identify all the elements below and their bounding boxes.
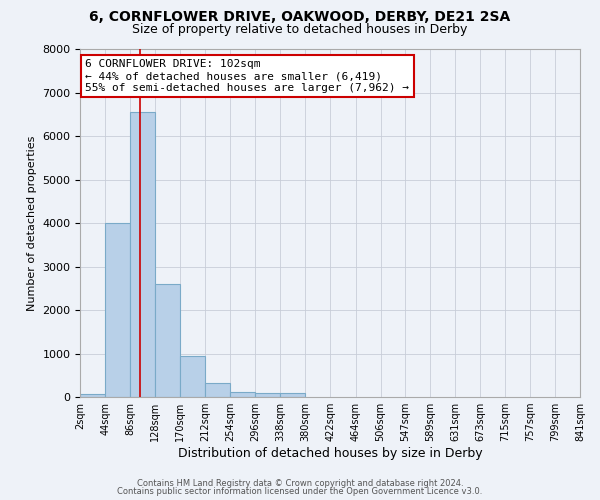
Text: 6, CORNFLOWER DRIVE, OAKWOOD, DERBY, DE21 2SA: 6, CORNFLOWER DRIVE, OAKWOOD, DERBY, DE2…	[89, 10, 511, 24]
Text: Contains public sector information licensed under the Open Government Licence v3: Contains public sector information licen…	[118, 487, 482, 496]
Bar	[155, 284, 181, 397]
Y-axis label: Number of detached properties: Number of detached properties	[27, 136, 37, 310]
Text: 6 CORNFLOWER DRIVE: 102sqm
← 44% of detached houses are smaller (6,419)
55% of s: 6 CORNFLOWER DRIVE: 102sqm ← 44% of deta…	[85, 60, 409, 92]
X-axis label: Distribution of detached houses by size in Derby: Distribution of detached houses by size …	[178, 447, 482, 460]
Bar	[205, 382, 230, 397]
Text: Contains HM Land Registry data © Crown copyright and database right 2024.: Contains HM Land Registry data © Crown c…	[137, 478, 463, 488]
Text: Size of property relative to detached houses in Derby: Size of property relative to detached ho…	[133, 22, 467, 36]
Bar	[80, 394, 106, 397]
Bar	[106, 223, 130, 397]
Bar	[256, 392, 280, 397]
Bar	[181, 356, 205, 397]
Bar	[280, 392, 305, 397]
Bar	[130, 112, 155, 397]
Bar	[230, 392, 256, 397]
